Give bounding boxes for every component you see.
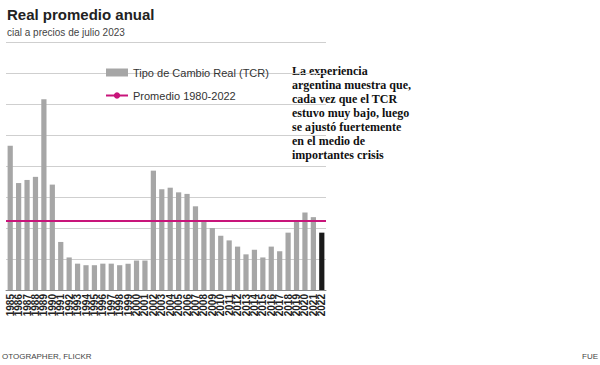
svg-text:2020: 2020 (299, 294, 311, 317)
svg-text:OTOGRAPHER, FLICKR: OTOGRAPHER, FLICKR (2, 352, 92, 361)
svg-text:2022: 2022 (316, 294, 327, 317)
svg-text:2000: 2000 (131, 294, 142, 317)
svg-text:2017: 2017 (274, 294, 286, 317)
svg-text:1985: 1985 (4, 294, 16, 317)
svg-text:1998: 1998 (114, 294, 126, 317)
svg-text:2018: 2018 (282, 294, 294, 317)
svg-text:1992: 1992 (63, 294, 75, 317)
svg-text:La experiencia: La experiencia (292, 64, 368, 78)
svg-text:2008: 2008 (198, 294, 210, 317)
svg-text:1993: 1993 (72, 294, 84, 317)
svg-text:2013: 2013 (240, 294, 252, 317)
svg-text:2004: 2004 (164, 294, 176, 317)
svg-text:1987: 1987 (21, 294, 33, 317)
svg-text:2005: 2005 (173, 294, 185, 317)
svg-text:2011: 2011 (223, 294, 235, 316)
svg-text:2002: 2002 (147, 294, 159, 317)
svg-text:1996: 1996 (97, 294, 109, 317)
svg-text:1999: 1999 (122, 294, 134, 317)
svg-text:cada vez que el TCR: cada vez que el TCR (292, 92, 397, 106)
svg-text:Promedio 1980-2022: Promedio 1980-2022 (133, 90, 236, 102)
svg-text:1994: 1994 (80, 294, 92, 317)
svg-text:1997: 1997 (105, 294, 117, 317)
svg-text:2019: 2019 (291, 294, 302, 317)
svg-text:1995: 1995 (88, 294, 100, 317)
svg-text:2014: 2014 (248, 294, 260, 317)
svg-text:2007: 2007 (190, 294, 201, 317)
svg-text:2009: 2009 (206, 294, 218, 317)
svg-text:2016: 2016 (265, 294, 277, 317)
svg-text:argentina muestra que,: argentina muestra que, (292, 78, 411, 92)
svg-text:estuvo muy bajo, luego: estuvo muy bajo, luego (292, 106, 409, 120)
svg-text:1988: 1988 (30, 294, 41, 317)
svg-text:2006: 2006 (181, 294, 193, 317)
svg-text:se ajustó fuertemente: se ajustó fuertemente (292, 120, 402, 134)
svg-text:2012: 2012 (232, 294, 244, 317)
svg-text:FUE: FUE (582, 352, 598, 361)
svg-text:2001: 2001 (139, 294, 151, 317)
svg-text:1991: 1991 (55, 294, 67, 317)
svg-text:1986: 1986 (13, 294, 25, 317)
svg-text:Tipo de Cambio Real (TCR): Tipo de Cambio Real (TCR) (133, 67, 269, 79)
svg-text:cial a precios de julio 2023: cial a precios de julio 2023 (7, 27, 125, 38)
svg-text:2010: 2010 (215, 294, 227, 317)
svg-text:Real promedio anual: Real promedio anual (7, 6, 155, 23)
svg-text:2003: 2003 (156, 294, 168, 317)
svg-text:importantes crisis: importantes crisis (292, 148, 384, 162)
svg-text:1990: 1990 (46, 294, 58, 317)
svg-text:2015: 2015 (257, 294, 269, 317)
svg-text:2021: 2021 (307, 294, 319, 317)
svg-text:1989: 1989 (38, 294, 50, 317)
svg-text:en el medio de: en el medio de (292, 134, 366, 148)
